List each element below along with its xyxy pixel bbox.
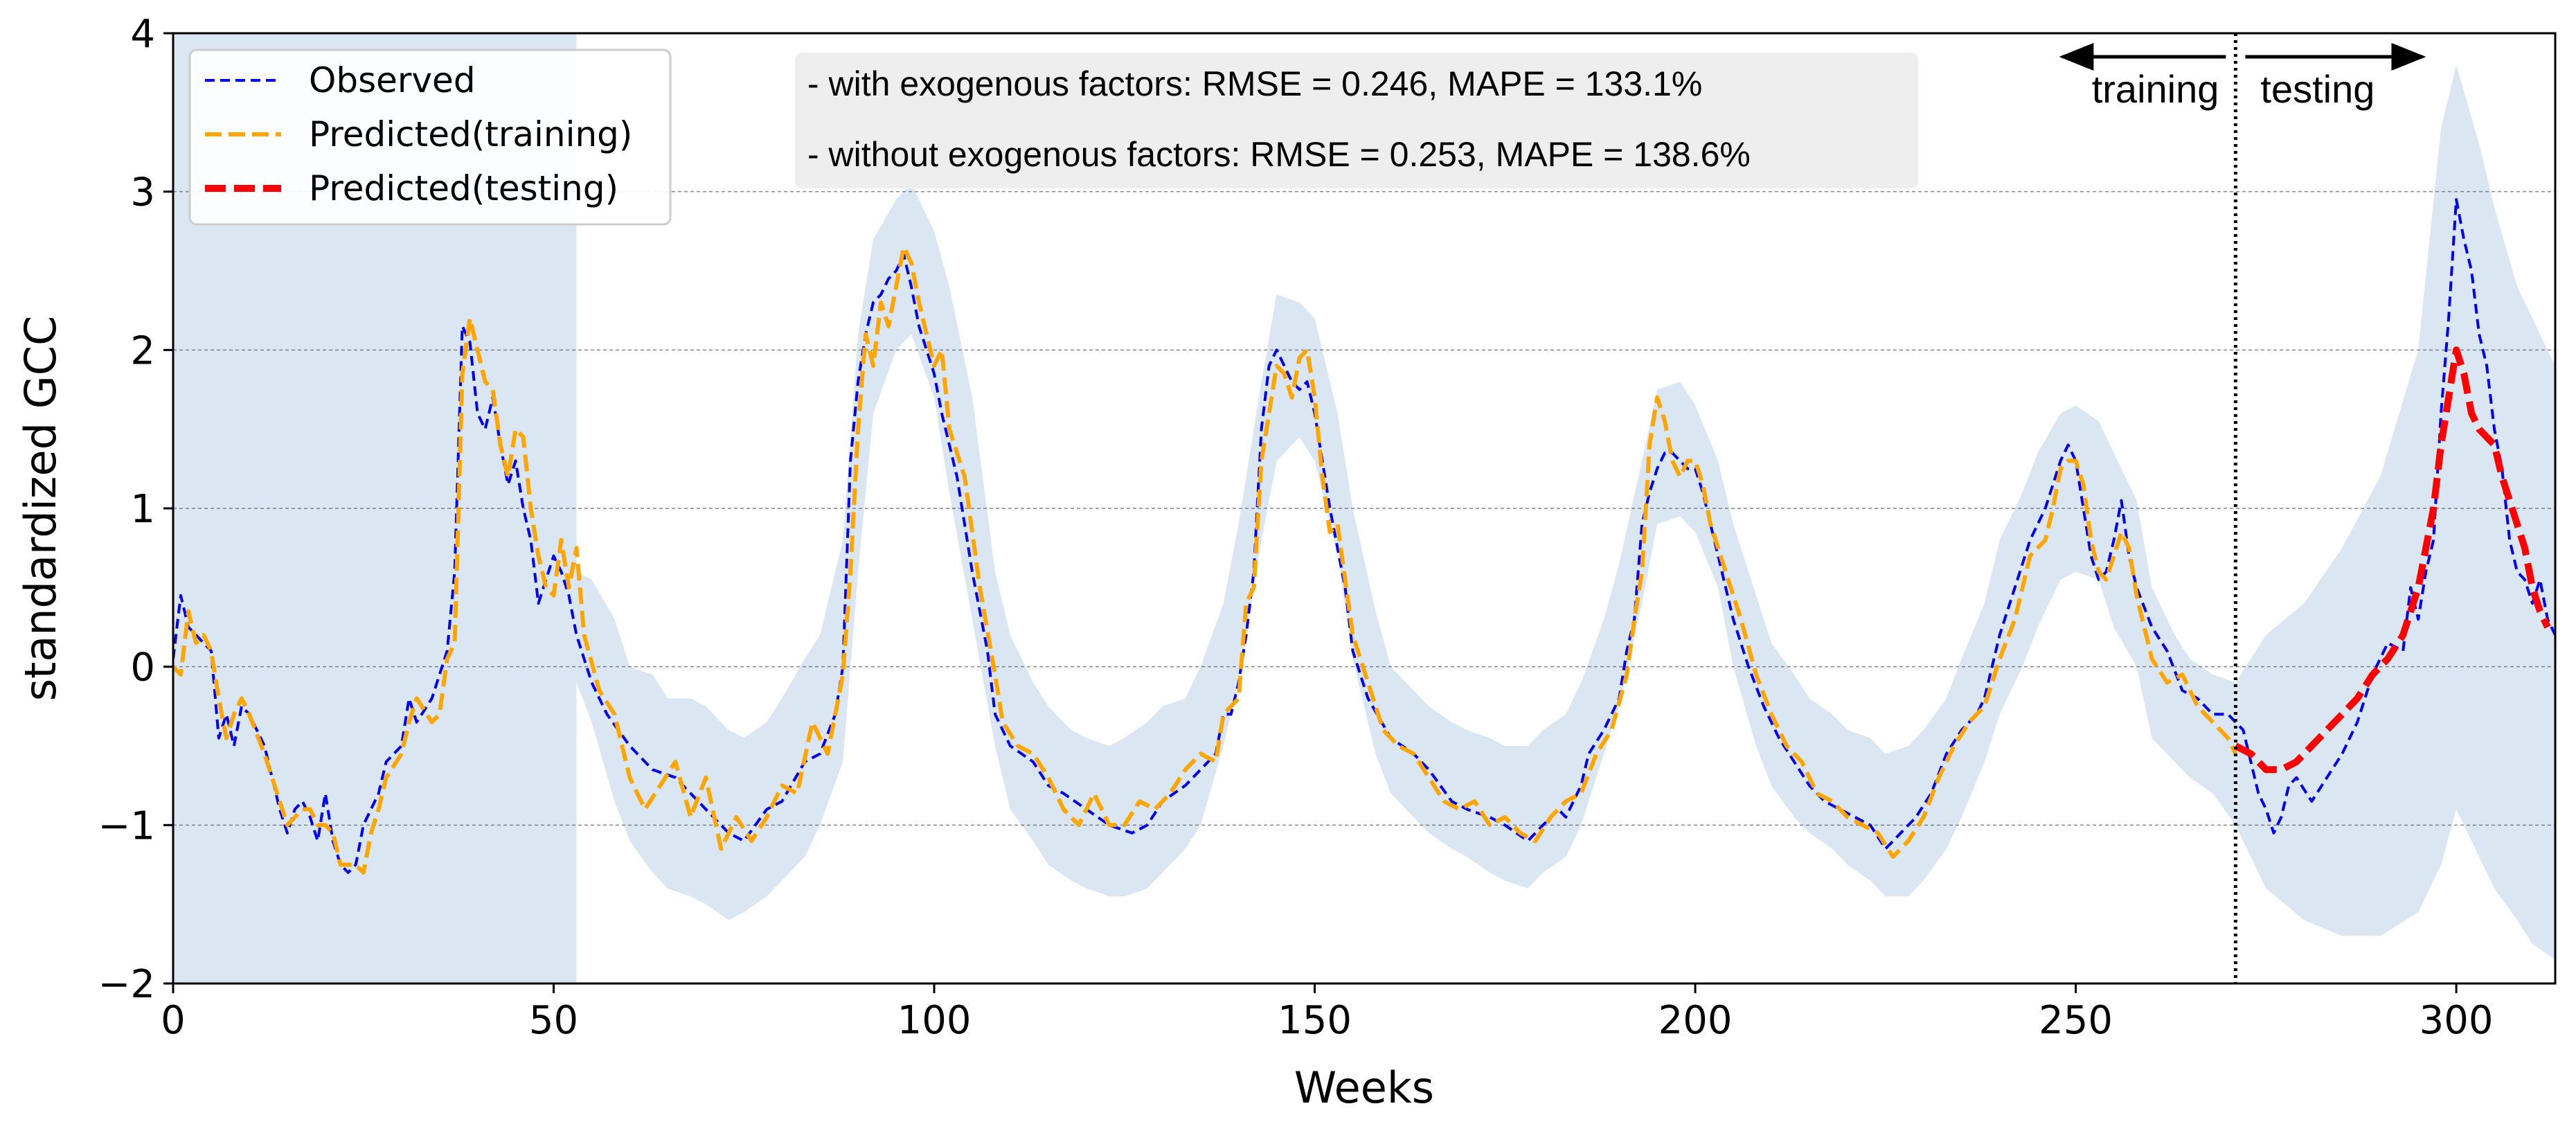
legend-predicted-training-label: Predicted(training) <box>309 114 632 154</box>
annotation-with-exogenous: - with exogenous factors: RMSE = 0.246, … <box>807 64 1702 103</box>
legend-predicted-testing-label: Predicted(testing) <box>309 168 618 208</box>
y-tick-label: 4 <box>130 12 155 57</box>
y-tick-label: −2 <box>98 962 155 1007</box>
y-axis-label: standardized GCC <box>15 316 66 702</box>
x-tick-label: 200 <box>1658 998 1733 1043</box>
annotation-background <box>795 53 1918 188</box>
y-tick-label: −1 <box>98 803 155 848</box>
y-tick-label: 1 <box>130 487 155 532</box>
metrics-annotation: - with exogenous factors: RMSE = 0.246, … <box>795 53 1918 188</box>
axis-ticks: 0 50 100 150 200 250 300 −2 −1 0 1 2 3 4 <box>98 12 2493 1043</box>
x-axis-label: Weeks <box>1294 1062 1434 1113</box>
uncertainty-band <box>173 64 2555 983</box>
y-tick-label: 3 <box>130 170 155 215</box>
annotation-without-exogenous: - without exogenous factors: RMSE = 0.25… <box>807 135 1751 174</box>
legend-observed-label: Observed <box>309 60 476 100</box>
x-tick-label: 150 <box>1278 998 1352 1043</box>
x-tick-label: 250 <box>2039 998 2113 1043</box>
train-test-split: training testing <box>2059 33 2426 983</box>
series-line-observed <box>173 198 2555 874</box>
uncertainty-band-area <box>173 64 2555 983</box>
testing-label: testing <box>2260 67 2374 111</box>
x-tick-label: 300 <box>2420 998 2494 1043</box>
legend: Observed Predicted(training) Predicted(t… <box>188 48 672 226</box>
y-tick-label: 0 <box>130 645 155 691</box>
series-line-predicted-training <box>173 244 2238 875</box>
x-tick-label: 0 <box>161 998 186 1043</box>
y-tick-label: 2 <box>130 328 155 373</box>
legend-frame <box>188 48 672 226</box>
x-tick-label: 50 <box>529 998 578 1043</box>
training-label: training <box>2092 67 2219 111</box>
series-lines <box>173 198 2555 875</box>
x-tick-label: 100 <box>897 998 972 1043</box>
series-line-predicted-testing <box>2234 346 2551 774</box>
